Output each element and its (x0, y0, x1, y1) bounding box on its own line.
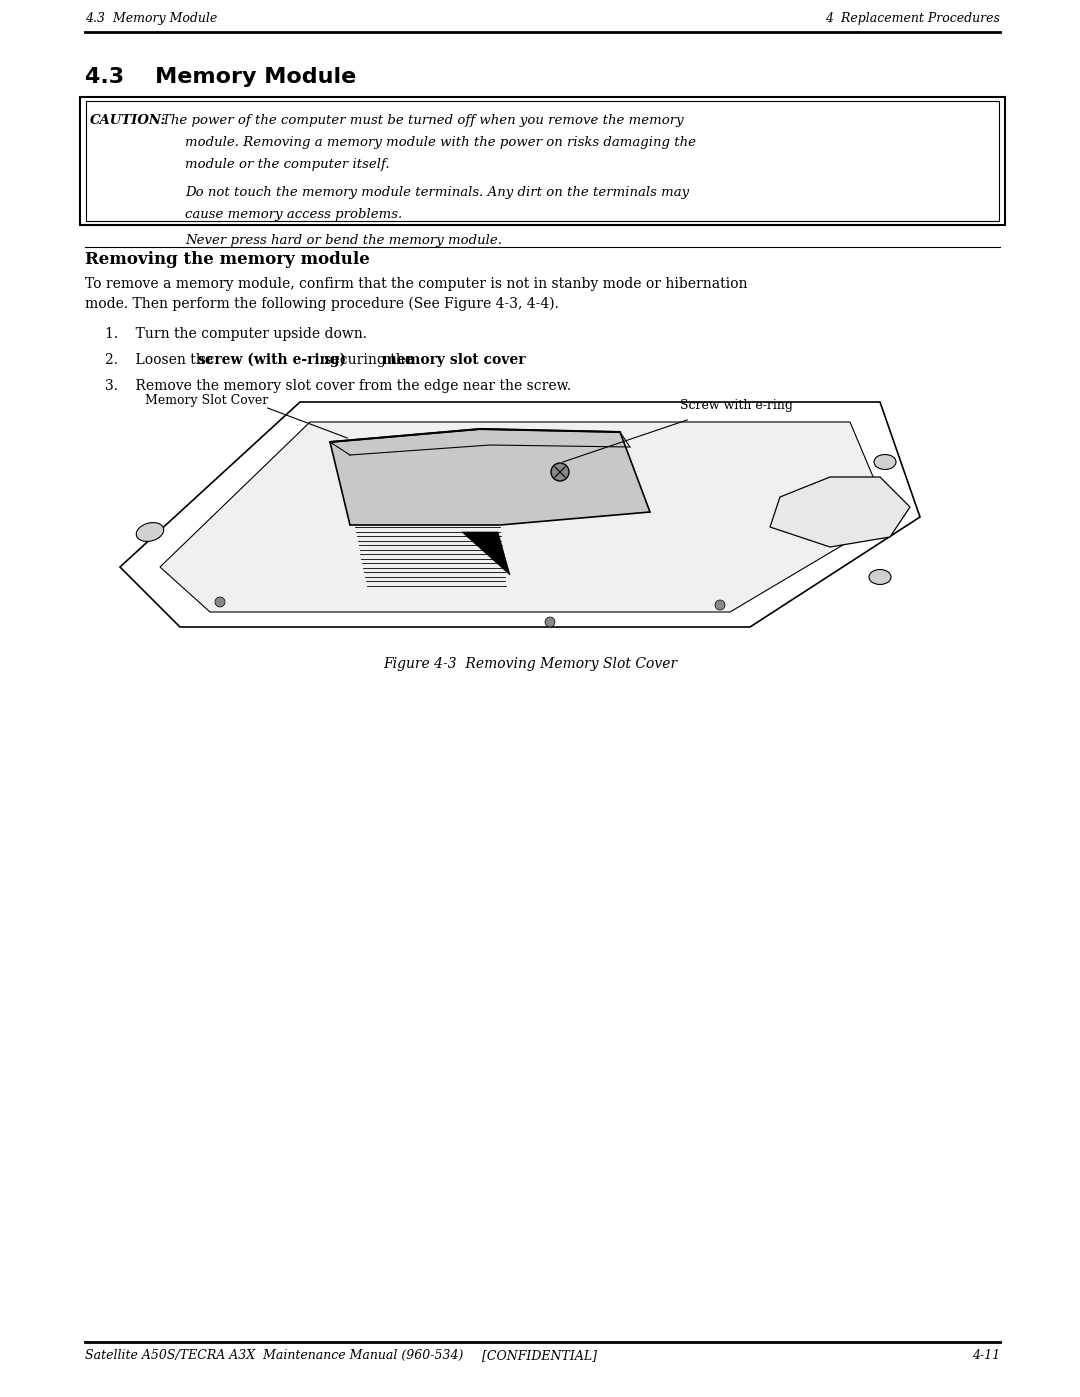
Text: 4-11: 4-11 (972, 1350, 1000, 1362)
Circle shape (551, 462, 569, 481)
Polygon shape (462, 532, 510, 576)
Polygon shape (160, 422, 890, 612)
Text: securing the: securing the (320, 353, 417, 367)
Text: Do not touch the memory module terminals. Any dirt on the terminals may: Do not touch the memory module terminals… (185, 186, 689, 198)
Text: 4  Replacement Procedures: 4 Replacement Procedures (825, 13, 1000, 25)
Text: Screw with e-ring: Screw with e-ring (680, 400, 793, 412)
Circle shape (715, 599, 725, 610)
Circle shape (215, 597, 225, 608)
Text: Satellite A50S/TECRA A3X  Maintenance Manual (960-534): Satellite A50S/TECRA A3X Maintenance Man… (85, 1350, 463, 1362)
Text: The power of the computer must be turned off when you remove the memory: The power of the computer must be turned… (162, 115, 684, 127)
Text: [CONFIDENTIAL]: [CONFIDENTIAL] (483, 1350, 597, 1362)
Polygon shape (770, 476, 910, 548)
Text: To remove a memory module, confirm that the computer is not in stanby mode or hi: To remove a memory module, confirm that … (85, 277, 747, 291)
Text: Memory Slot Cover: Memory Slot Cover (145, 394, 268, 407)
Ellipse shape (874, 454, 896, 469)
Text: CAUTION:: CAUTION: (90, 115, 166, 127)
Text: 4.3  Memory Module: 4.3 Memory Module (85, 13, 217, 25)
Text: screw (with e-ring): screw (with e-ring) (198, 353, 346, 367)
Ellipse shape (136, 522, 164, 542)
Text: Never press hard or bend the memory module.: Never press hard or bend the memory modu… (185, 235, 502, 247)
Text: 1.    Turn the computer upside down.: 1. Turn the computer upside down. (105, 327, 367, 341)
Text: Figure 4-3  Removing Memory Slot Cover: Figure 4-3 Removing Memory Slot Cover (383, 657, 677, 671)
Ellipse shape (869, 570, 891, 584)
Polygon shape (120, 402, 920, 627)
Text: 2.    Loosen the: 2. Loosen the (105, 353, 217, 367)
Text: mode. Then perform the following procedure (See Figure 4-3, 4-4).: mode. Then perform the following procedu… (85, 298, 558, 312)
Text: module. Removing a memory module with the power on risks damaging the: module. Removing a memory module with th… (185, 136, 696, 149)
Text: 4.3    Memory Module: 4.3 Memory Module (85, 67, 356, 87)
Text: memory slot cover: memory slot cover (382, 353, 526, 367)
Text: 3.    Remove the memory slot cover from the edge near the screw.: 3. Remove the memory slot cover from the… (105, 379, 571, 393)
Circle shape (545, 617, 555, 627)
Text: cause memory access problems.: cause memory access problems. (185, 208, 402, 221)
Polygon shape (330, 429, 650, 525)
Text: .: . (487, 353, 491, 367)
Text: module or the computer itself.: module or the computer itself. (185, 158, 390, 170)
FancyBboxPatch shape (80, 96, 1005, 225)
Text: Removing the memory module: Removing the memory module (85, 251, 369, 268)
